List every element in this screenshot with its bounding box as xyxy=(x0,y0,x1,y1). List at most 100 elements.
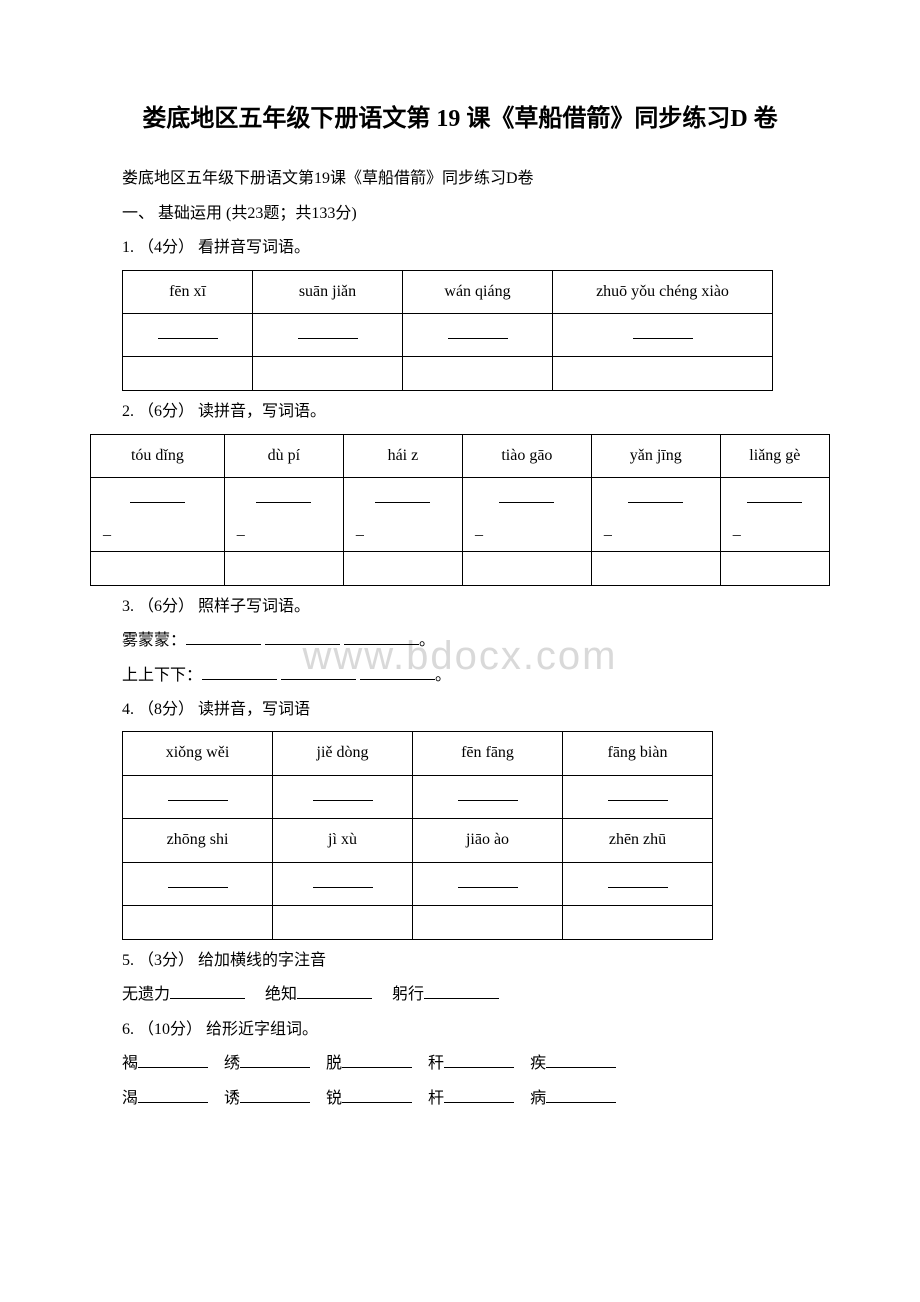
q2-answer-cell[interactable]: _ xyxy=(343,478,462,552)
q1-answer-cell[interactable] xyxy=(403,313,553,356)
q6-prompt: 6. （10分） 给形近字组词。 xyxy=(90,1015,830,1045)
q5-blank[interactable] xyxy=(297,983,372,999)
q1-pinyin: wán qiáng xyxy=(403,270,553,313)
q2-empty-cell xyxy=(720,551,829,585)
q2-empty-cell xyxy=(462,551,591,585)
q4-pinyin: zhēn zhū xyxy=(563,819,713,862)
q6-blank[interactable] xyxy=(342,1052,412,1068)
q6-blank[interactable] xyxy=(546,1087,616,1103)
q2-empty-cell xyxy=(591,551,720,585)
q2-table: tóu dǐngdù píhái ztiào gāoyǎn jīngliǎng … xyxy=(90,434,830,586)
q3-line1-label: 雾蒙蒙： xyxy=(122,632,186,649)
q5-item: 无遗力 xyxy=(122,986,170,1003)
q4-answer-cell[interactable] xyxy=(563,862,713,905)
q3-blank[interactable] xyxy=(360,664,435,680)
q6-blank[interactable] xyxy=(240,1052,310,1068)
q1-answer-cell[interactable] xyxy=(123,313,253,356)
q2-answer-cell[interactable]: _ xyxy=(91,478,225,552)
q3-prompt: 3. （6分） 照样子写词语。 xyxy=(90,592,830,622)
q6-blank[interactable] xyxy=(138,1052,208,1068)
q5-item: 躬行 xyxy=(392,986,424,1003)
q2-pinyin: dù pí xyxy=(224,434,343,477)
q6-blank[interactable] xyxy=(546,1052,616,1068)
q4-pinyin: jì xù xyxy=(273,819,413,862)
q6-char: 渴 xyxy=(122,1090,138,1107)
q4-pinyin: jiāo ào xyxy=(413,819,563,862)
q3-line1: 雾蒙蒙： 。 xyxy=(90,626,830,656)
q2-empty-cell xyxy=(224,551,343,585)
q6-blank[interactable] xyxy=(444,1087,514,1103)
q1-empty-cell xyxy=(403,357,553,391)
q2-empty-cell xyxy=(343,551,462,585)
q2-answer-cell[interactable]: _ xyxy=(224,478,343,552)
q3-blank[interactable] xyxy=(265,629,340,645)
q3-line2-label: 上上下下： xyxy=(122,667,202,684)
q4-prompt: 4. （8分） 读拼音，写词语 xyxy=(90,695,830,725)
section-heading: 一、 基础运用 (共23题；共133分) xyxy=(90,199,830,229)
q2-pinyin: tóu dǐng xyxy=(91,434,225,477)
q2-pinyin: yǎn jīng xyxy=(591,434,720,477)
q6-row1: 褐 绣 脱 秆 疾 xyxy=(90,1049,830,1079)
q1-answer-cell[interactable] xyxy=(253,313,403,356)
q3-blank[interactable] xyxy=(281,664,356,680)
q3-line1-end: 。 xyxy=(419,632,435,649)
q4-empty-cell xyxy=(413,906,563,940)
q6-char: 褐 xyxy=(122,1055,138,1072)
q4-empty-cell xyxy=(563,906,713,940)
q4-pinyin: zhōng shi xyxy=(123,819,273,862)
q6-char: 绣 xyxy=(224,1055,240,1072)
q4-pinyin: xiǒng wěi xyxy=(123,732,273,775)
q1-empty-cell xyxy=(253,357,403,391)
q6-char: 疾 xyxy=(530,1055,546,1072)
q4-answer-cell[interactable] xyxy=(123,862,273,905)
q1-empty-cell xyxy=(553,357,773,391)
q1-answer-cell[interactable] xyxy=(553,313,773,356)
q6-char: 病 xyxy=(530,1090,546,1107)
q4-empty-cell xyxy=(123,906,273,940)
q6-blank[interactable] xyxy=(240,1087,310,1103)
q1-table: fēn xīsuān jiǎnwán qiángzhuō yǒu chéng x… xyxy=(122,270,773,392)
subtitle-line: 娄底地区五年级下册语文第19课《草船借箭》同步练习D卷 xyxy=(90,164,830,194)
q1-pinyin: suān jiǎn xyxy=(253,270,403,313)
q4-pinyin: fēn fāng xyxy=(413,732,563,775)
q6-char: 诱 xyxy=(224,1090,240,1107)
q4-answer-cell[interactable] xyxy=(413,775,563,818)
q6-blank[interactable] xyxy=(342,1087,412,1103)
q2-pinyin: liǎng gè xyxy=(720,434,829,477)
q3-line2-end: 。 xyxy=(435,667,451,684)
q3-blank[interactable] xyxy=(344,629,419,645)
q6-blank[interactable] xyxy=(138,1087,208,1103)
q1-prompt: 1. （4分） 看拼音写词语。 xyxy=(90,233,830,263)
q3-blank[interactable] xyxy=(186,629,261,645)
q2-pinyin: tiào gāo xyxy=(462,434,591,477)
q4-answer-cell[interactable] xyxy=(273,862,413,905)
q6-char: 杆 xyxy=(428,1090,444,1107)
q4-table: xiǒng wěijiě dòngfēn fāngfāng biàn zhōng … xyxy=(122,731,713,940)
q2-pinyin: hái z xyxy=(343,434,462,477)
q5-blank[interactable] xyxy=(170,983,245,999)
q4-answer-cell[interactable] xyxy=(273,775,413,818)
q1-empty-cell xyxy=(123,357,253,391)
q2-answer-cell[interactable]: _ xyxy=(591,478,720,552)
q6-row2: 渴 诱 锐 杆 病 xyxy=(90,1084,830,1114)
page-title: 娄底地区五年级下册语文第 19 课《草船借箭》同步练习D 卷 xyxy=(90,100,830,138)
q4-answer-cell[interactable] xyxy=(413,862,563,905)
q4-answer-cell[interactable] xyxy=(563,775,713,818)
q4-answer-cell[interactable] xyxy=(123,775,273,818)
q5-items: 无遗力 绝知 躬行 xyxy=(90,980,830,1010)
q1-pinyin: zhuō yǒu chéng xiào xyxy=(553,270,773,313)
q5-item: 绝知 xyxy=(265,986,297,1003)
q5-prompt: 5. （3分） 给加横线的字注音 xyxy=(90,946,830,976)
q4-pinyin: jiě dòng xyxy=(273,732,413,775)
q2-answer-cell[interactable]: _ xyxy=(720,478,829,552)
q4-pinyin: fāng biàn xyxy=(563,732,713,775)
q5-blank[interactable] xyxy=(424,983,499,999)
q2-answer-cell[interactable]: _ xyxy=(462,478,591,552)
q2-prompt: 2. （6分） 读拼音，写词语。 xyxy=(90,397,830,427)
q6-blank[interactable] xyxy=(444,1052,514,1068)
q3-blank[interactable] xyxy=(202,664,277,680)
q6-char: 锐 xyxy=(326,1090,342,1107)
q4-empty-cell xyxy=(273,906,413,940)
q1-pinyin: fēn xī xyxy=(123,270,253,313)
q6-char: 脱 xyxy=(326,1055,342,1072)
